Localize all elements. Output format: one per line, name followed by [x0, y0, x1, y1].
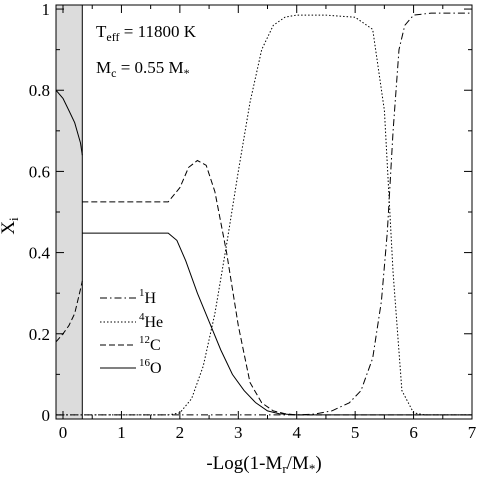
x-tick-label: 4 — [292, 423, 301, 442]
x-tick-label: 6 — [409, 423, 418, 442]
x-tick-label: 1 — [117, 423, 126, 442]
series-line-c — [82, 159, 472, 416]
mc-annotation: Mc = 0.55 M* — [96, 58, 190, 80]
x-tick-label: 5 — [351, 423, 360, 442]
tick-labels: 0 1 2 3 4 5 6 7 0 0.2 0.4 0.6 0.8 1 — [29, 0, 477, 442]
y-axis-label: Xi — [0, 217, 21, 235]
legend: 1H 4He 12C 16O — [100, 287, 163, 377]
legend-label-o: 16O — [139, 357, 162, 377]
y-tick-label: 1 — [42, 0, 51, 19]
legend-label-he: 4He — [139, 311, 163, 331]
series-group — [56, 5, 472, 419]
core-shaded-region — [56, 5, 83, 419]
series-core-line-c — [56, 280, 83, 343]
y-tick-label: 0 — [42, 406, 51, 425]
plot-frame — [55, 4, 473, 420]
x-tick-label: 0 — [59, 423, 68, 442]
series-line-he — [56, 14, 472, 416]
x-tick-label: 3 — [234, 423, 243, 442]
y-tick-label: 0.6 — [29, 162, 50, 181]
x-tick-label: 2 — [176, 423, 185, 442]
y-tick-label: 0.8 — [29, 81, 50, 100]
y-tick-label: 0.4 — [29, 244, 51, 263]
legend-label-h: 1H — [139, 287, 157, 307]
legend-label-c: 12C — [139, 334, 161, 354]
teff-annotation: Teff = 11800 K — [96, 22, 197, 44]
series-line-o — [82, 232, 472, 416]
y-tick-label: 0.2 — [29, 325, 50, 344]
x-tick-label: 7 — [468, 423, 477, 442]
x-axis-label: -Log(1-Mr/M*) — [206, 453, 321, 476]
series-core-line-o — [56, 89, 83, 156]
series-line-h — [56, 12, 472, 416]
